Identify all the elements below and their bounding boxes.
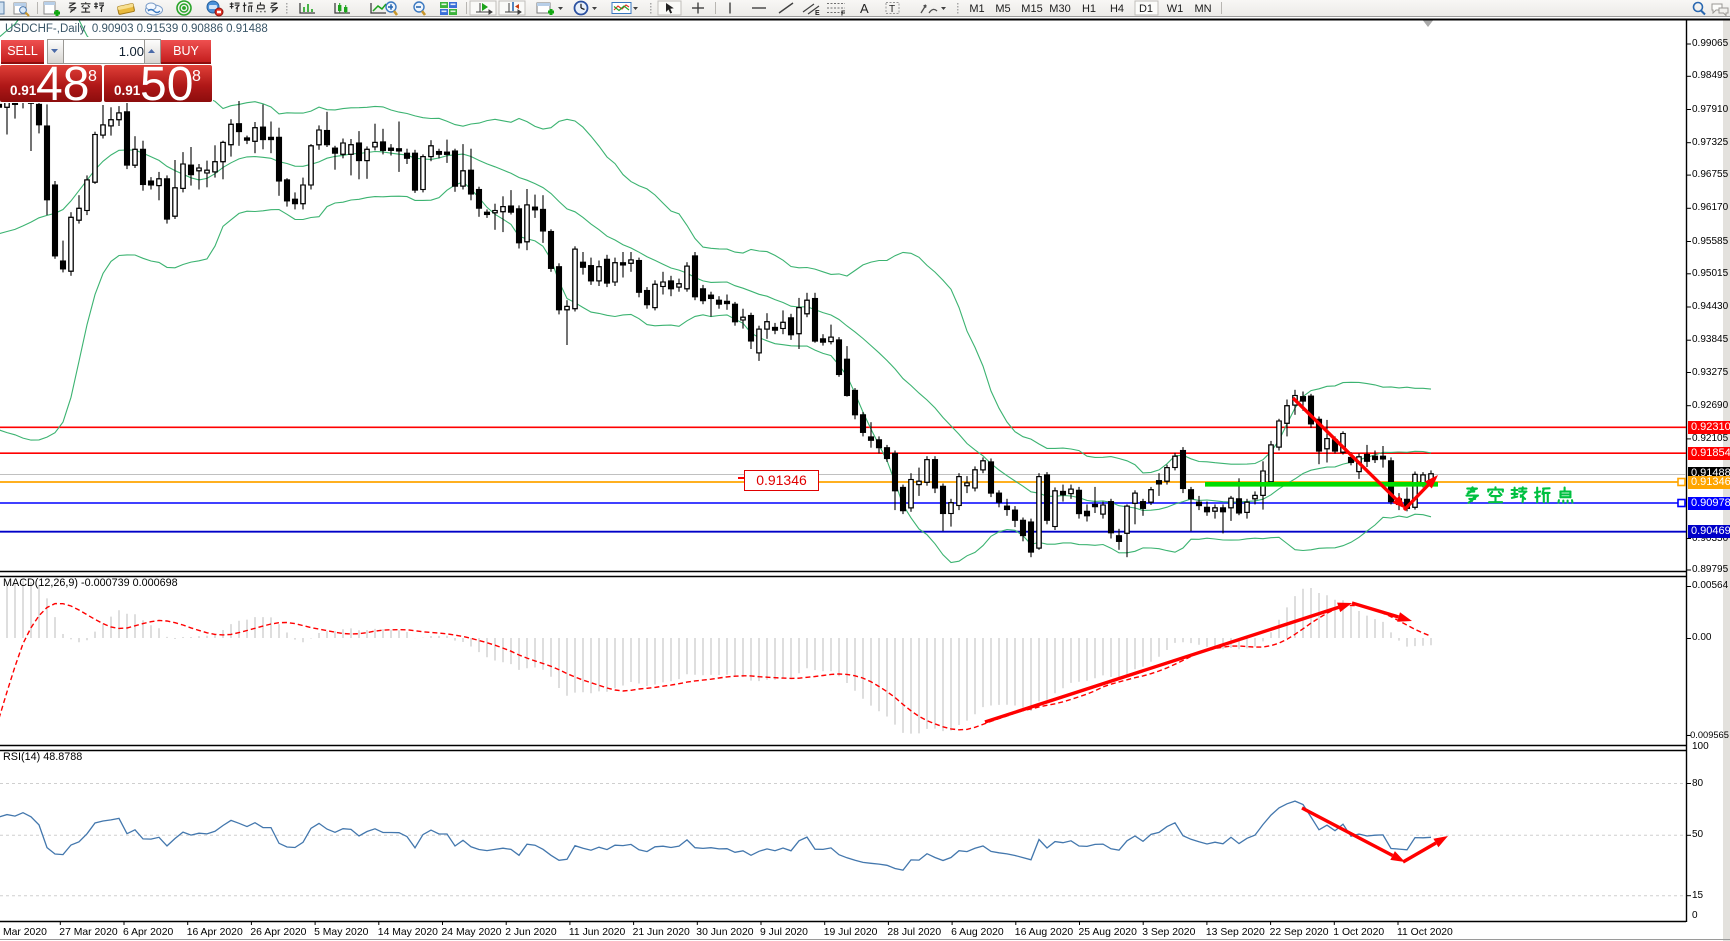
- svg-text:H1: H1: [1082, 3, 1096, 15]
- svg-text:M1: M1: [969, 3, 984, 15]
- svg-text:M30: M30: [1049, 3, 1070, 15]
- svg-text:H4: H4: [1110, 3, 1124, 15]
- svg-text:E: E: [815, 10, 820, 17]
- svg-text:T: T: [889, 4, 895, 15]
- svg-text:D1: D1: [1139, 3, 1153, 15]
- svg-text:M5: M5: [995, 3, 1010, 15]
- svg-text:M15: M15: [1021, 3, 1042, 15]
- svg-text:W1: W1: [1167, 3, 1184, 15]
- svg-text:A: A: [860, 1, 869, 16]
- svg-text:MN: MN: [1194, 3, 1211, 15]
- svg-text:F: F: [841, 11, 846, 18]
